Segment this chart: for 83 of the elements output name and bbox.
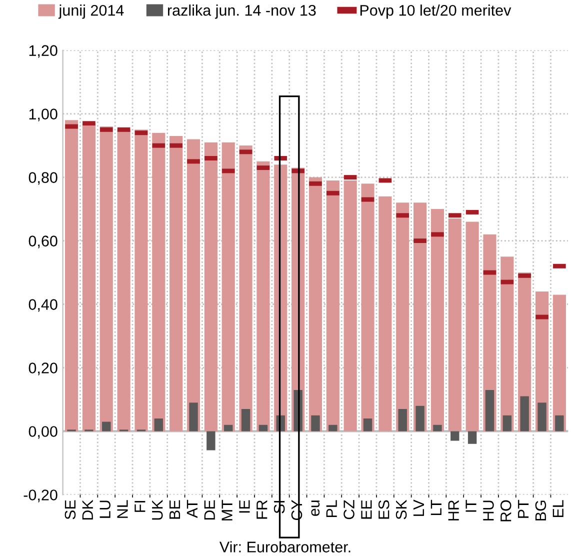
legend-label: Povp 10 let/20 meritev (360, 4, 512, 19)
bar (500, 256, 514, 432)
x-tick-label: FR (256, 500, 268, 519)
bar (224, 424, 233, 432)
bar (239, 146, 252, 432)
x-tick-label: PL (326, 500, 337, 518)
bar (433, 424, 442, 432)
x-tick-label: AT (186, 500, 198, 518)
x-tick-label: UK (152, 500, 163, 520)
bar (361, 184, 374, 432)
x-tick-label: BE (170, 500, 180, 519)
bar (416, 406, 424, 432)
x-tick-label: FI (134, 500, 146, 512)
x-tick-label: BG (535, 500, 546, 520)
bar (102, 422, 111, 432)
x-tick-label: MT (222, 500, 232, 520)
bar (258, 424, 268, 432)
x-tick-label: EE (361, 500, 372, 519)
bar (117, 130, 130, 432)
bar (378, 196, 392, 432)
bar (502, 415, 512, 432)
legend-label: razlika jun. 14 -nov 13 (168, 4, 316, 19)
x-tick-label: DE (204, 500, 215, 520)
bar (64, 120, 78, 432)
x-tick-label: PT (518, 500, 529, 518)
bar (430, 209, 444, 432)
bar (256, 161, 270, 432)
y-tick-label: 1,00 (29, 108, 58, 122)
text: Vir: Eurobarometer. (219, 541, 350, 552)
x-tick-label: ES (378, 500, 390, 519)
bar (82, 123, 96, 432)
bar (466, 222, 479, 432)
y-tick-label: 0,40 (28, 299, 58, 312)
x-tick-label: CZ (344, 500, 354, 520)
bar (413, 202, 427, 432)
bar (311, 415, 320, 432)
x-tick-label: LT (430, 500, 442, 516)
bar (241, 409, 250, 432)
x-tick-label: HR (448, 500, 459, 520)
bar (555, 415, 564, 432)
x-tick-label: LV (413, 500, 424, 516)
bar (308, 177, 322, 432)
y-tick-label: -0,20 (24, 490, 58, 502)
bar (186, 139, 200, 432)
x-tick-label: IE (239, 500, 250, 513)
bar (468, 431, 477, 444)
legend-label: junij 2014 (58, 4, 124, 19)
x-tick-label: NL (117, 500, 128, 518)
bar (134, 130, 148, 432)
bar (100, 126, 113, 432)
x-tick-label: EL (552, 500, 564, 518)
bar (344, 180, 357, 432)
y-tick-label: 0,60 (28, 236, 58, 248)
bar (170, 136, 183, 432)
y-tick-label: 0,00 (28, 426, 58, 439)
x-tick-label: RO (500, 500, 512, 522)
x-tick-label: DK (82, 500, 93, 520)
x-tick-label: HU (483, 500, 494, 520)
bar (552, 294, 566, 432)
bar (538, 402, 546, 432)
bar (396, 202, 410, 432)
x-tick-label: eu (311, 500, 320, 516)
bar (222, 142, 235, 432)
bar (485, 390, 494, 432)
x-tick-label: LU (100, 500, 110, 518)
y-tick-label: 0,80 (28, 172, 58, 185)
bar (204, 142, 218, 432)
bar (328, 424, 338, 432)
y-tick-label: 0,20 (28, 362, 58, 376)
bar (206, 431, 216, 450)
x-tick-label: SK (396, 500, 407, 520)
bar (152, 132, 166, 432)
bar (398, 409, 407, 432)
x-tick-label: SE (64, 500, 76, 520)
bar (326, 180, 340, 432)
y-tick-label: 1,20 (29, 45, 58, 58)
bar (450, 431, 460, 441)
bar (154, 418, 164, 432)
bar (448, 218, 462, 432)
bar (363, 418, 372, 432)
x-tick-label: IT (466, 500, 476, 512)
bar (189, 402, 198, 432)
bar (520, 396, 529, 432)
